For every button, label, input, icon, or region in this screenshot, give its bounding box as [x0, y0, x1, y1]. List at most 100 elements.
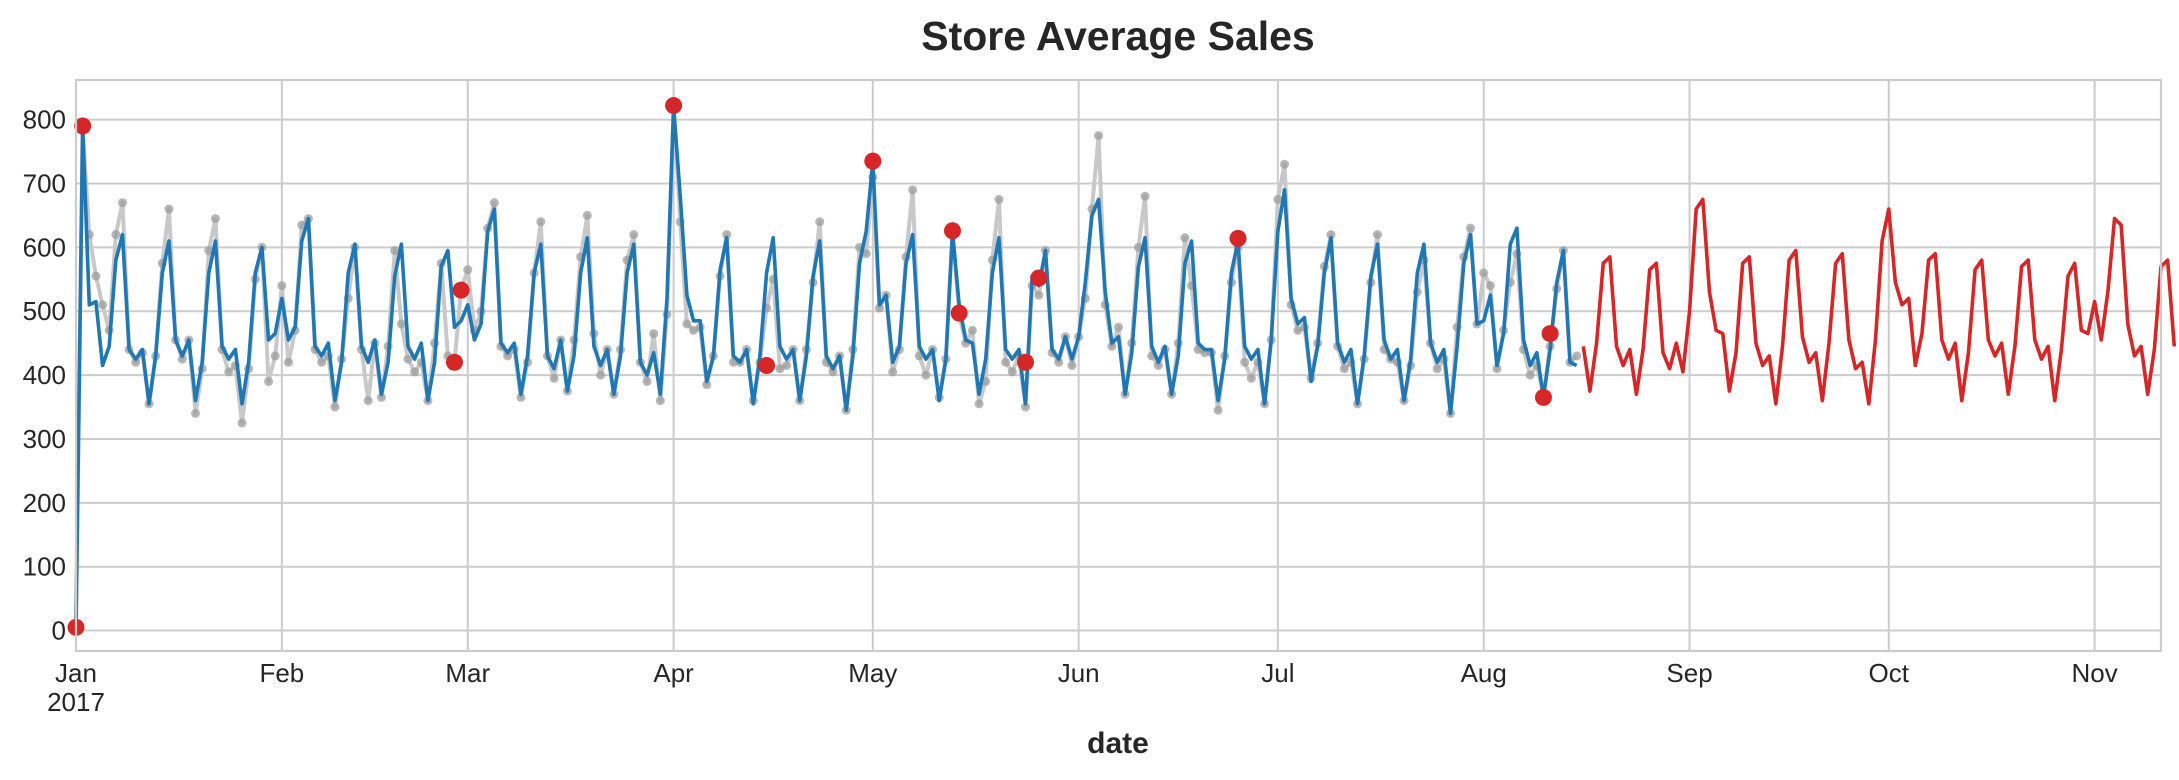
observed-point	[1372, 230, 1382, 240]
observed-point	[317, 357, 327, 367]
observed-point	[1280, 159, 1290, 169]
forecast-series-line	[1581, 197, 2177, 406]
series-layer	[67, 97, 2177, 636]
observed-point	[682, 319, 692, 329]
observed-point	[1153, 361, 1163, 370]
observed-point	[994, 194, 1004, 204]
x-tick-label: Apr	[653, 658, 694, 688]
outlier-marker	[1030, 269, 1048, 287]
y-tick-label: 100	[23, 552, 66, 582]
observed-point	[1001, 357, 1011, 367]
outlier-marker	[864, 152, 882, 170]
outlier-marker	[445, 353, 463, 371]
observed-point	[1339, 364, 1349, 374]
observed-point	[283, 357, 293, 367]
observed-point	[270, 351, 280, 361]
observed-point	[702, 380, 712, 390]
observed-point	[463, 265, 473, 275]
observed-point	[874, 303, 884, 313]
observed-point	[489, 198, 499, 208]
observed-point	[828, 367, 838, 377]
x-tick-label: Jun	[1058, 658, 1100, 688]
observed-point	[1140, 191, 1150, 201]
y-axis-tick-labels: 0 100 200 300 400 500 600 700 800	[23, 105, 66, 646]
observed-point	[649, 329, 659, 339]
grid-lines	[75, 80, 2161, 651]
observed-point	[224, 367, 234, 377]
observed-point	[503, 351, 513, 361]
outlier-marker	[1534, 388, 1552, 406]
observed-point	[549, 373, 559, 383]
observed-point	[1213, 405, 1223, 415]
observed-point	[363, 396, 373, 406]
observed-point	[536, 217, 546, 227]
x-tick-label: Jan	[55, 658, 97, 688]
observed-point	[861, 249, 871, 259]
observed-point	[908, 185, 918, 195]
outlier-marker	[1017, 353, 1035, 371]
observed-point	[1525, 370, 1535, 380]
observed-point	[1479, 268, 1489, 278]
observed-point	[1007, 367, 1017, 377]
observed-point	[1054, 357, 1064, 367]
observed-point	[781, 361, 791, 370]
observed-point	[264, 376, 274, 386]
x-tick-label: Oct	[1869, 658, 1910, 688]
x-tick-label: Mar	[445, 658, 490, 688]
x-tick-label: Nov	[2071, 658, 2117, 688]
observed-point	[1492, 364, 1502, 374]
observed-point	[191, 408, 201, 418]
observed-point	[516, 392, 526, 402]
observed-point	[921, 370, 931, 380]
outlier-marker	[950, 304, 968, 322]
observed-point	[1273, 194, 1283, 204]
observed-point	[722, 230, 732, 240]
y-tick-label: 500	[23, 296, 66, 326]
observed-point	[410, 367, 420, 377]
observed-point	[1107, 341, 1117, 351]
observed-point	[888, 367, 898, 377]
x-tick-sublabel: 2017	[47, 687, 105, 717]
observed-point	[277, 281, 287, 291]
observed-point	[403, 354, 413, 364]
observed-point	[582, 210, 592, 220]
observed-point	[1114, 322, 1123, 332]
observed-point	[376, 392, 386, 402]
observed-point	[330, 402, 340, 412]
observed-point	[204, 246, 214, 256]
observed-point	[390, 246, 400, 256]
outlier-marker	[1229, 229, 1247, 247]
observed-point	[131, 357, 141, 367]
outlier-marker	[452, 281, 470, 299]
observed-point	[396, 319, 406, 329]
x-axis-label: date	[1087, 727, 1149, 760]
observed-point	[1240, 357, 1250, 367]
x-tick-label: Jul	[1261, 658, 1294, 688]
observed-point	[967, 325, 977, 335]
outlier-marker	[943, 222, 961, 240]
observed-point	[1572, 351, 1582, 361]
y-tick-label: 0	[52, 616, 66, 646]
observed-point	[1326, 230, 1336, 240]
observed-point	[1485, 281, 1495, 291]
x-tick-label: Feb	[259, 658, 304, 688]
observed-point	[1021, 402, 1031, 412]
observed-point	[642, 376, 652, 386]
observed-point	[1180, 233, 1190, 243]
y-tick-label: 800	[23, 105, 66, 135]
fitted-series-line	[74, 105, 1578, 628]
y-tick-label: 200	[23, 488, 66, 518]
x-tick-label: May	[848, 658, 897, 688]
outlier-marker	[758, 357, 776, 374]
observed-point	[629, 230, 639, 240]
observed-point	[1465, 223, 1475, 233]
observed-point	[596, 370, 606, 380]
y-tick-label: 400	[23, 360, 66, 390]
y-tick-label: 300	[23, 424, 66, 454]
outlier-marker	[665, 97, 683, 115]
outlier-marker	[1541, 325, 1559, 343]
observed-point	[91, 271, 101, 281]
observed-point	[1094, 131, 1104, 141]
observed-point	[1034, 290, 1044, 300]
